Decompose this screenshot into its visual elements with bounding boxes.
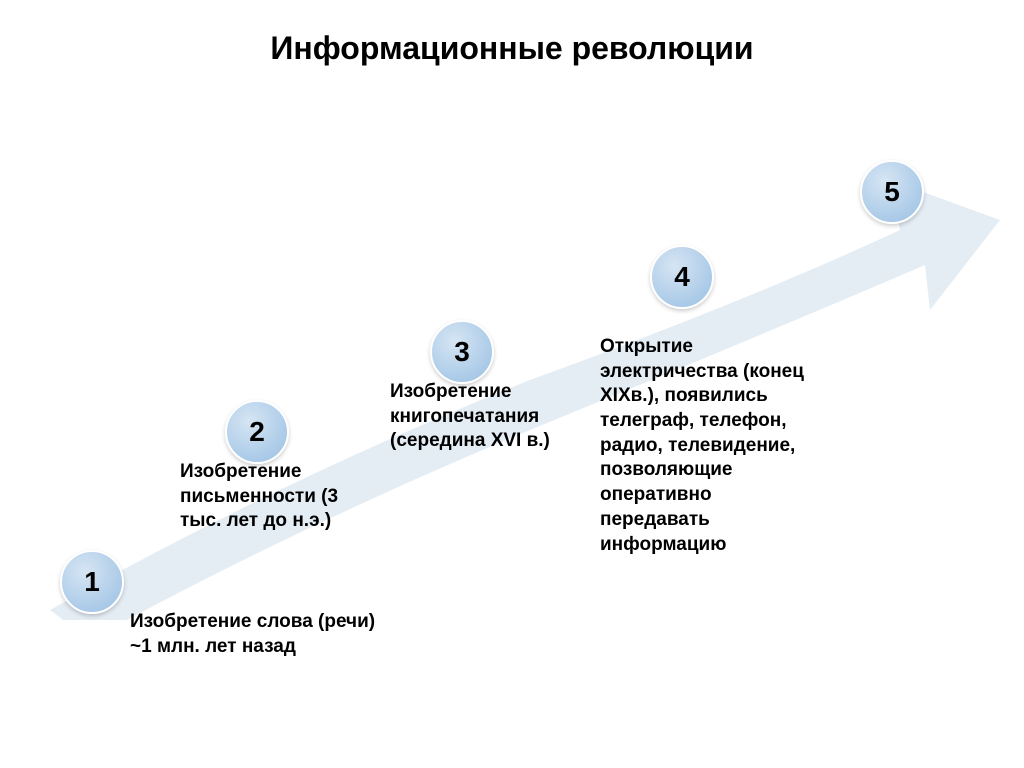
node-5: 5 [860,160,924,224]
node-1: 1 [60,550,124,614]
node-1-label: Изобретение слова (речи) ~1 млн. лет наз… [130,610,390,659]
node-4-label: Открытие электричества (конец XIXв.), по… [600,335,810,557]
node-2: 2 [225,400,289,464]
node-3: 3 [430,320,494,384]
arrow-diagram: 1 Изобретение слова (речи) ~1 млн. лет н… [30,120,1000,620]
node-2-label: Изобретение письменности (3 тыс. лет до … [180,460,370,534]
node-4: 4 [650,245,714,309]
page-title: Информационные революции [0,30,1024,67]
node-3-label: Изобретение книгопеча­тания (середина XV… [390,380,580,454]
arrow-shape [30,120,1000,620]
